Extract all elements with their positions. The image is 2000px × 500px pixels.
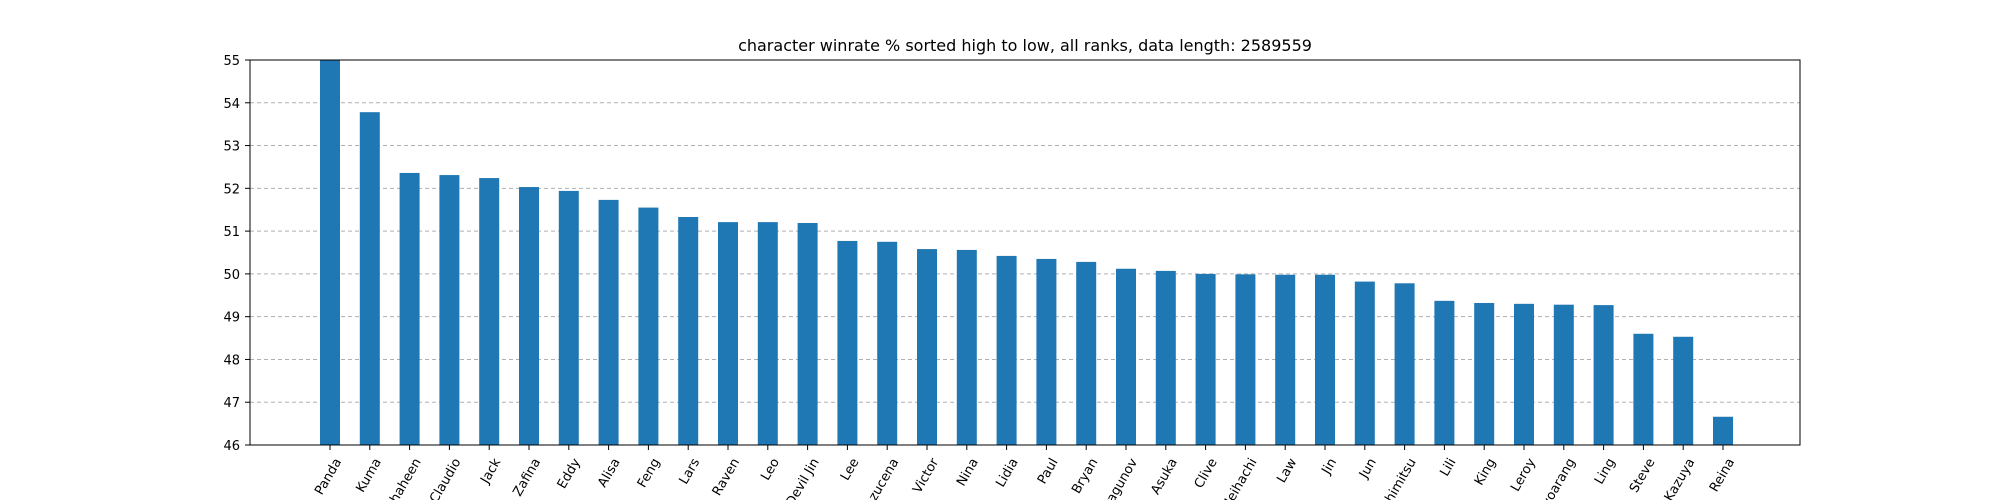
bar-reina [1713,416,1733,445]
y-tick-label: 53 [223,140,240,155]
x-tick-label: Eddy [555,456,584,492]
bar-bryan [1076,261,1097,445]
bar-dragunov [1116,268,1136,445]
chart-title: character winrate % sorted high to low, … [738,36,1312,55]
y-tick-label: 52 [223,182,240,197]
x-tick-label: Feng [635,456,664,491]
y-tick-label: 50 [223,268,240,283]
x-tick-label: Lee [838,456,862,483]
bar-feng [638,207,659,445]
bar-lars [678,216,699,445]
y-tick-label: 47 [223,396,240,411]
y-tick-label: 54 [223,97,240,112]
x-tick-label: Ling [1592,456,1619,487]
y-tick-label: 51 [223,225,240,240]
x-tick-label: Jin [1319,456,1340,478]
x-tick-label: Zafina [510,456,544,499]
bar-azucena [877,241,898,445]
bar-jun [1354,281,1375,445]
x-tick-label: Heihachi [1219,456,1260,500]
bar-devil-jin [797,222,818,445]
bar-kuma [359,112,380,445]
y-tick-label: 55 [223,54,240,69]
x-tick-label: Reina [1707,456,1738,495]
axes-frame [249,59,1801,446]
bar-lili [1434,300,1455,445]
bar-steve [1633,333,1654,445]
bar-paul [1036,258,1057,445]
bar-alisa [598,199,619,445]
x-tick-label: Lars [677,456,704,487]
bar-victor [917,249,937,445]
bar-panda [320,60,340,445]
x-tick-label: Shaheen [383,456,424,500]
bar-claudio [439,175,460,446]
bar-asuka [1155,270,1176,445]
bar-law [1275,274,1296,445]
y-tick-label: 46 [223,439,240,454]
x-tick-label: Hwoarang [1533,456,1579,500]
bar-hwoarang [1553,304,1574,445]
x-tick-label: Claudio [427,456,464,500]
grid-layer [250,102,1800,403]
bar-raven [718,222,738,445]
x-tick-label: Asuka [1148,456,1181,497]
x-tick-label: Clive [1192,456,1221,491]
x-tick-label: Victor [910,455,942,496]
x-tick-label: Devil Jin [783,456,822,500]
bars-layer [320,60,1733,446]
x-tick-label: Lili [1437,456,1459,479]
bar-shaheen [399,172,420,445]
bar-nina [956,249,977,445]
x-tick-label: Steve [1627,456,1659,496]
x-tick-label: Panda [312,456,345,498]
x-tick-label: Kuma [354,456,385,495]
bar-ling [1593,305,1614,445]
x-tick-label: Jun [1356,456,1380,482]
bar-clive [1195,273,1216,445]
bar-lidia [996,255,1017,445]
y-tick-label: 49 [223,311,240,326]
bar-eddy [558,190,579,445]
x-tick-label: Azucena [862,456,903,500]
bar-jin [1315,274,1335,445]
bar-heihachi [1235,274,1256,445]
x-tick-label: Bryan [1069,456,1101,497]
x-tick-label: Leroy [1508,456,1539,495]
bar-kazuya [1673,336,1694,445]
bar-jack [479,178,500,446]
bar-leo [757,222,778,445]
bar-lee [837,240,858,445]
x-tick-label: Nina [954,456,982,489]
x-tick-label: Alisa [595,456,623,490]
x-tick-label: Dragunov [1096,456,1141,500]
x-tick-label: Yoshimitsu [1372,456,1420,500]
bar-yoshimitsu [1394,283,1415,445]
x-tick-label: King [1472,456,1499,488]
x-tick-label: Paul [1035,456,1062,487]
x-tick-label: Law [1274,456,1300,486]
bar-zafina [519,187,539,446]
y-axis: 46 47 48 49 50 51 52 53 54 55 [223,54,250,454]
bar-king [1474,302,1495,445]
x-tick-label: Jack [478,455,505,487]
x-tick-label: Lidia [993,456,1021,490]
x-tick-label: Leo [758,456,782,483]
y-tick-label: 48 [223,353,240,368]
x-tick-label: Raven [710,456,743,499]
bar-leroy [1514,303,1534,445]
x-tick-label: Kazuya [1662,456,1698,500]
